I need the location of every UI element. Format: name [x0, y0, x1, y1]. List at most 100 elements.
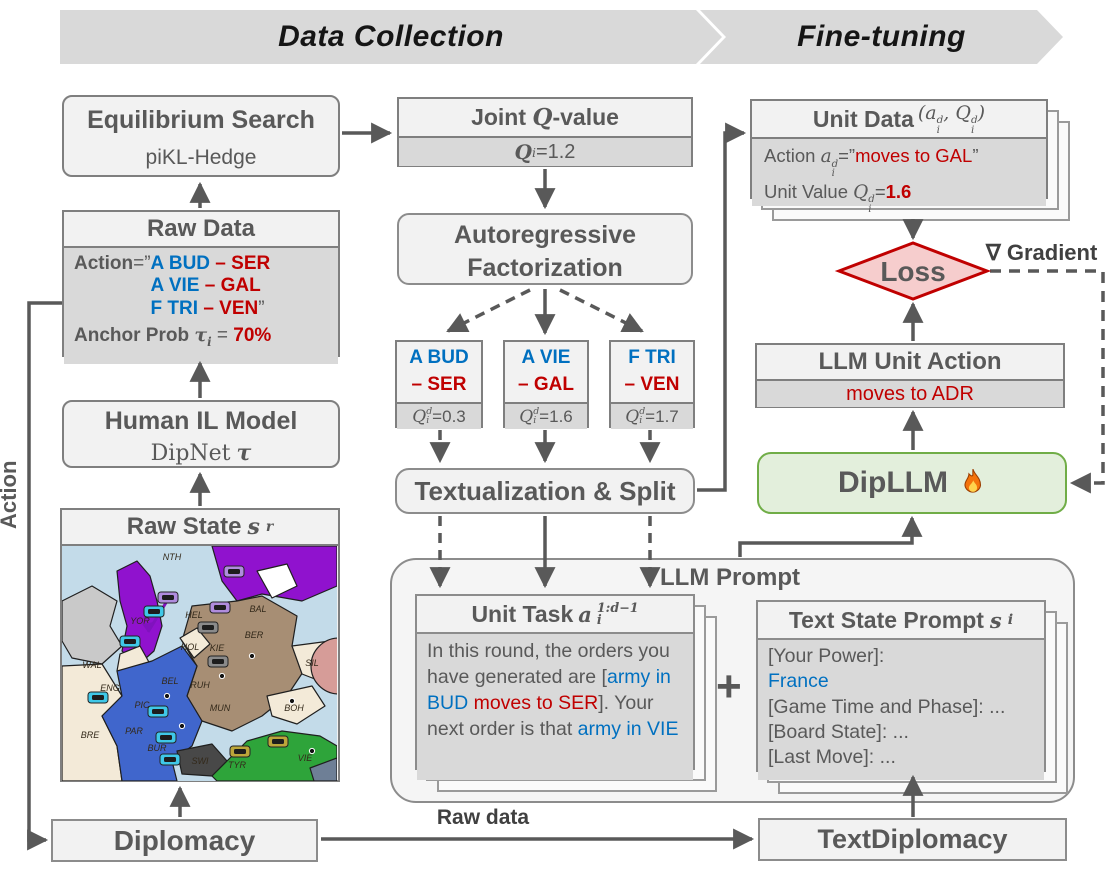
raw-data-anchor-row: Anchor Prob τi = 70%	[74, 324, 328, 350]
edge-action-rawdata-to-diplomacy	[27, 301, 62, 851]
map-label: TYR	[228, 760, 247, 770]
text-state-line-2: [Game Time and Phase]: ...	[768, 695, 1006, 718]
map-region	[310, 637, 337, 695]
map-label: HOL	[181, 642, 200, 652]
anchor-prob-label: Anchor Prob	[74, 325, 190, 347]
autoregressive-box: Autoregressive Factorization	[397, 213, 693, 285]
map-label: ENG	[100, 683, 120, 693]
unit-data-math-sup2: d	[970, 114, 978, 127]
text-state-math-sub: i	[1007, 612, 1014, 628]
raw-data-edge-label: Raw data	[436, 806, 530, 829]
dipnet-tau: τ	[236, 440, 252, 466]
edge-factor-to-unit3	[559, 288, 644, 333]
raw-data-title: Raw Data	[64, 212, 338, 248]
text-state-line-3: [Board State]: ...	[768, 721, 909, 744]
unit-data-a-sup: d	[831, 158, 839, 170]
raw-data-body: Action=” A BUD – SER A VIE – GAL F TRI –…	[64, 248, 338, 364]
map-label: SWI	[192, 756, 209, 766]
unit-data-value-label: Unit Value	[764, 180, 848, 202]
unit-data-q-sup: d	[868, 194, 875, 206]
map-label: VIE	[298, 753, 314, 763]
unit-task-seg-3: moves to SER	[473, 691, 599, 714]
unit-box-3-dest: – VEN	[624, 373, 680, 395]
unit-data-math-sup: d	[936, 114, 944, 127]
map-move-arrowhead	[142, 622, 154, 632]
order3-dest: – VEN	[203, 297, 259, 319]
unit-task-math-a: a	[578, 601, 592, 627]
anchor-value: 70%	[233, 325, 272, 347]
edge-textualization-to-unitdata	[697, 122, 747, 492]
raw-data-quote-open: ”	[144, 253, 151, 274]
map-label: BUR	[147, 743, 167, 753]
map-label: MUN	[210, 703, 231, 713]
unit-task-seg-1: army in BUD	[427, 665, 671, 714]
map-label: HEL	[185, 610, 203, 620]
unit-box-2-q-sup: d	[533, 405, 540, 417]
unit-box-2-q-sub: i	[533, 414, 537, 426]
unit-data-math-sub2: i	[970, 124, 975, 137]
map-label: BER	[245, 630, 264, 640]
unit-box-2-dest: – GAL	[518, 373, 574, 395]
raw-data-order-list: A BUD – SER A VIE – GAL F TRI – VEN”	[151, 253, 271, 320]
unit-box-3-header: F TRI – VEN	[611, 342, 693, 404]
llm-unit-action-box: LLM Unit Action moves to ADR	[755, 343, 1065, 408]
unit-box-3-q-value: 1.7	[655, 406, 679, 426]
equilibrium-search-subtitle: piKL-Hedge	[145, 146, 257, 169]
order2-dest: – GAL	[204, 275, 261, 297]
unit-box-3-q-eq: =	[645, 406, 656, 426]
unit-task-title: Unit Task a 1:d−1 i	[417, 596, 693, 634]
unit-data-a: a	[820, 146, 832, 167]
llm-unit-action-title: LLM Unit Action	[757, 345, 1063, 381]
raw-data-order-2: A VIE – GAL	[151, 275, 271, 297]
raw-data-quote-close: ”	[258, 297, 265, 319]
banner-data-collection-label: Data Collection	[278, 20, 504, 53]
unit-task-box: Unit Task a 1:d−1 i In this round, the ord…	[415, 594, 695, 780]
dipnet-label: DipNet	[150, 440, 231, 466]
edge-llmprompt-to-dipllm	[738, 515, 923, 557]
human-il-model-box: Human IL Model DipNet τ	[62, 400, 340, 468]
unit-box-1-q-sub: i	[426, 414, 430, 426]
gradient-label: ∇ Gradient	[986, 240, 1097, 266]
unit-box-1-header: A BUD – SER	[397, 342, 481, 404]
action-edge-label: Action	[0, 460, 21, 530]
unit-data-a-sub: i	[831, 168, 835, 180]
map-region	[266, 685, 326, 725]
unit-box-1-q-value: 0.3	[442, 406, 466, 426]
unit-data-title-text: Unit Data	[812, 105, 914, 132]
unit-data-math-q: Q	[955, 101, 971, 124]
map-label: BRE	[81, 730, 101, 740]
loss-label: Loss	[880, 256, 945, 287]
map-label: SIL	[305, 658, 319, 668]
raw-data-action-lines: Action=” A BUD – SER A VIE – GAL F TRI –…	[74, 253, 328, 320]
map-label: YOR	[130, 616, 150, 626]
loss-diamond	[834, 241, 992, 301]
unit-task-title-text: Unit Task	[471, 600, 574, 627]
text-state-body: [Your Power]: France [Game Time and Phas…	[758, 640, 1044, 780]
unit-box-2-q-symbol: Q	[519, 406, 534, 427]
gradient-text: Gradient	[1006, 240, 1098, 265]
map-label: NTH	[163, 552, 182, 562]
autoregressive-line1: Autoregressive	[453, 220, 637, 249]
map-region	[309, 757, 337, 781]
unit-box-2-unit: A VIE	[521, 347, 571, 368]
unit-box-1-q-symbol: Q	[412, 406, 427, 427]
order3-unit: F TRI	[150, 297, 199, 319]
unit-box-2-header: A VIE – GAL	[505, 342, 587, 404]
joint-q-title-post: -value	[552, 104, 619, 130]
joint-q-title-q: Q	[532, 104, 553, 131]
unit-data-value-eq: =	[874, 180, 886, 202]
raw-state-math-sub: r	[265, 519, 274, 535]
raw-data-order-3: F TRI – VEN”	[151, 298, 271, 320]
dipllm-title: DipLLM	[838, 466, 948, 499]
unit-box-1-unit: A BUD	[409, 347, 469, 368]
